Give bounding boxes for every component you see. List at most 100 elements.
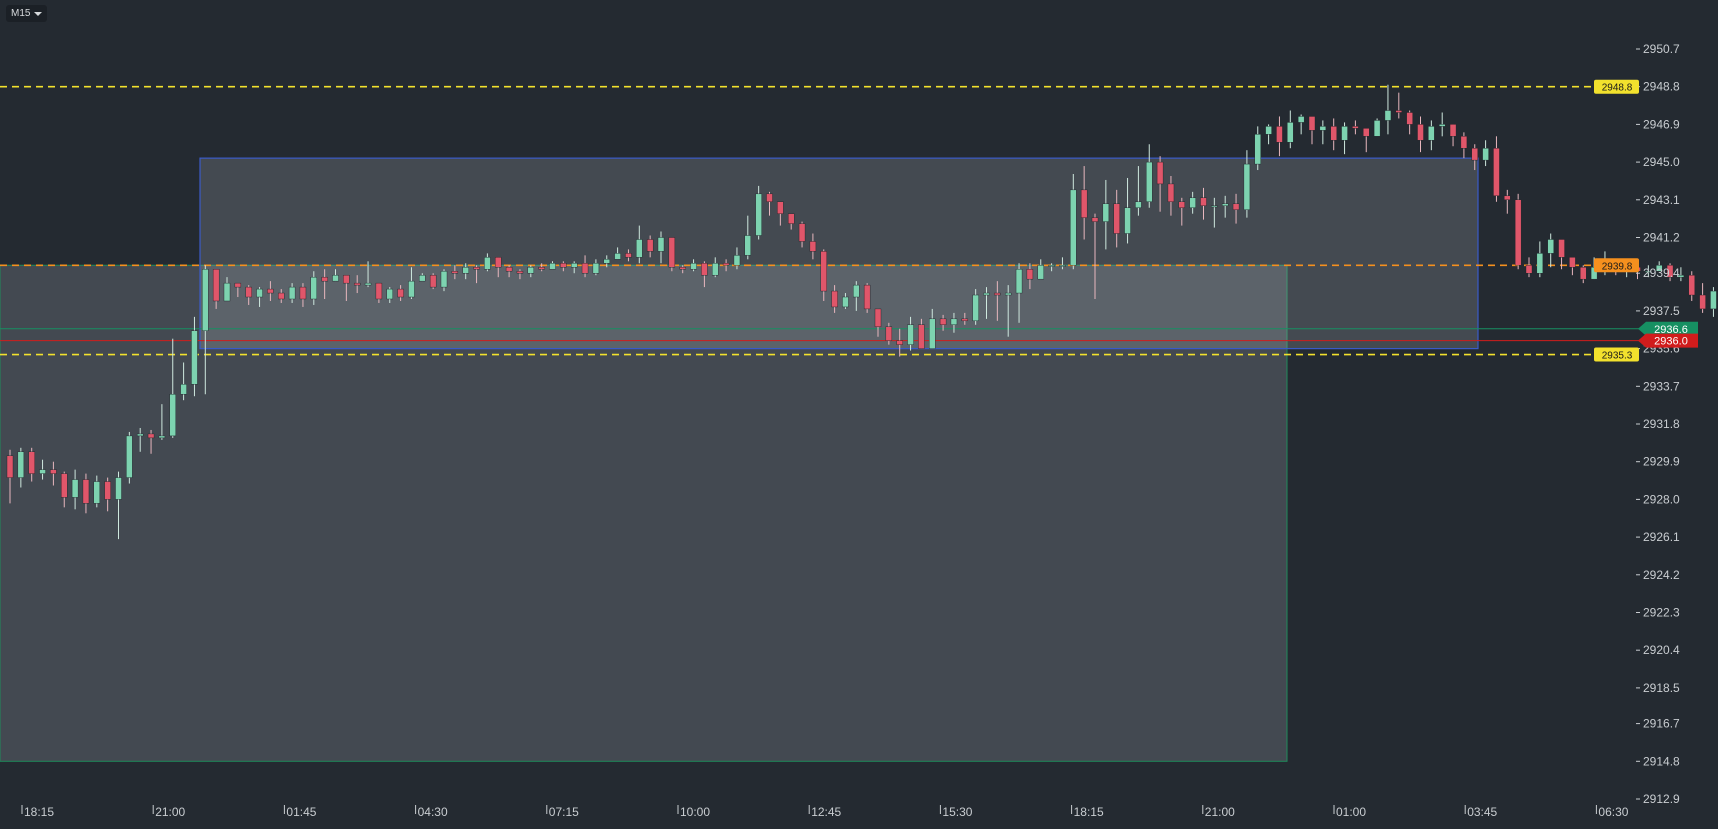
candle-130 xyxy=(1417,116,1424,153)
candle-body xyxy=(863,284,871,310)
candle-body xyxy=(1297,116,1305,123)
x-tick-label-4: 07:15 xyxy=(549,805,579,819)
candle-body xyxy=(39,469,46,474)
candle-body xyxy=(939,318,947,325)
timeframe-selector[interactable]: M15 xyxy=(6,5,48,22)
candle-body xyxy=(625,253,632,258)
candle-body xyxy=(527,267,534,274)
y-tick-label-14: 2924.2 xyxy=(1643,568,1680,582)
candle-body xyxy=(950,318,958,325)
candle-body xyxy=(929,318,936,349)
candle-body xyxy=(17,451,25,478)
candle-112 xyxy=(1221,195,1229,218)
candle-119 xyxy=(1297,114,1305,135)
candle-103 xyxy=(1124,177,1131,244)
time-axis[interactable]: 18:15 21:00 01:45 04:30 07:15 10:00 12:45 15:30… xyxy=(21,805,1629,819)
candle-body xyxy=(354,282,361,286)
candle-body xyxy=(603,259,610,264)
x-tick-label-2: 01:45 xyxy=(286,805,316,819)
candle-127 xyxy=(1384,84,1392,135)
x-tick-label-3: 04:30 xyxy=(418,805,448,819)
candle-body xyxy=(93,481,101,504)
candle-body xyxy=(1265,126,1272,135)
candle-102 xyxy=(1113,189,1120,248)
candle-body xyxy=(462,267,469,274)
candle-42 xyxy=(462,263,469,280)
candle-body xyxy=(147,433,155,439)
candle-16 xyxy=(180,362,187,401)
candle-body xyxy=(158,435,166,439)
candle-body xyxy=(1558,239,1565,258)
candle-body xyxy=(245,286,252,298)
candle-body xyxy=(1135,201,1142,208)
y-tick-label-7: 2937.5 xyxy=(1643,304,1680,318)
candle-body xyxy=(896,340,903,345)
candle-41 xyxy=(451,265,459,280)
level-tag-bg-1 xyxy=(1594,258,1639,273)
candle-body xyxy=(1200,197,1207,206)
candle-body xyxy=(136,433,144,437)
candle-body xyxy=(1525,265,1533,274)
candle-body xyxy=(1048,265,1055,267)
candle-body xyxy=(332,274,339,282)
candle-137 xyxy=(1493,136,1500,202)
chevron-down-icon xyxy=(34,11,43,16)
y-tick-label-18: 2916.7 xyxy=(1643,717,1680,731)
candle-body xyxy=(798,223,806,242)
candle-body xyxy=(1287,122,1294,143)
x-tick-label-6: 12:45 xyxy=(811,805,841,819)
candle-87 xyxy=(950,312,958,333)
candle-48 xyxy=(527,265,534,278)
candle-body xyxy=(1384,110,1392,121)
y-tick-label-17: 2918.5 xyxy=(1643,681,1680,695)
candle-111 xyxy=(1211,197,1218,228)
candle-65 xyxy=(712,257,719,278)
candle-body xyxy=(451,271,459,274)
x-tick-label-8: 18:15 xyxy=(1074,805,1104,819)
candle-body xyxy=(1710,290,1717,310)
candle-68 xyxy=(744,215,751,260)
candle-body xyxy=(505,267,513,272)
candle-body xyxy=(766,193,773,202)
candle-body xyxy=(744,235,751,256)
candle-body xyxy=(223,282,231,302)
candle-body xyxy=(1102,203,1110,222)
candle-body xyxy=(1493,148,1500,197)
candle-body xyxy=(1688,274,1695,296)
candle-4 xyxy=(50,461,57,486)
candle-29 xyxy=(321,269,328,299)
candle-body xyxy=(299,286,307,300)
candle-body xyxy=(484,257,491,270)
candle-body xyxy=(234,282,242,288)
candle-64 xyxy=(701,261,708,288)
price-axis[interactable]: 2950.7 2948.8 2946.9 2945.0 2943.1 2941.2 2939… xyxy=(1636,42,1680,806)
candle-104 xyxy=(1135,166,1142,216)
candle-151 xyxy=(1645,265,1652,278)
y-tick-label-16: 2920.4 xyxy=(1643,643,1680,657)
candle-body xyxy=(169,394,176,437)
candle-8 xyxy=(93,475,101,508)
candle-122 xyxy=(1330,118,1337,151)
candle-body xyxy=(842,296,849,308)
candle-73 xyxy=(798,221,806,248)
candle-138 xyxy=(1504,189,1511,214)
candle-121 xyxy=(1319,120,1327,145)
candle-body xyxy=(1091,217,1099,222)
candle-54 xyxy=(592,259,600,276)
candle-27 xyxy=(299,283,307,307)
candle-6 xyxy=(71,469,79,510)
candle-body xyxy=(560,263,567,268)
candle-body xyxy=(61,473,68,498)
candle-body xyxy=(516,271,524,274)
candle-body xyxy=(538,267,545,270)
candle-131 xyxy=(1428,120,1435,151)
y-tick-label-13: 2926.1 xyxy=(1643,530,1680,544)
candle-body xyxy=(1645,271,1652,273)
y-tick-label-20: 2912.9 xyxy=(1643,792,1680,806)
candle-body xyxy=(1536,253,1544,274)
candle-body xyxy=(1178,201,1186,208)
candle-body xyxy=(115,477,122,500)
candle-21 xyxy=(234,282,242,298)
candle-body xyxy=(1037,265,1044,280)
